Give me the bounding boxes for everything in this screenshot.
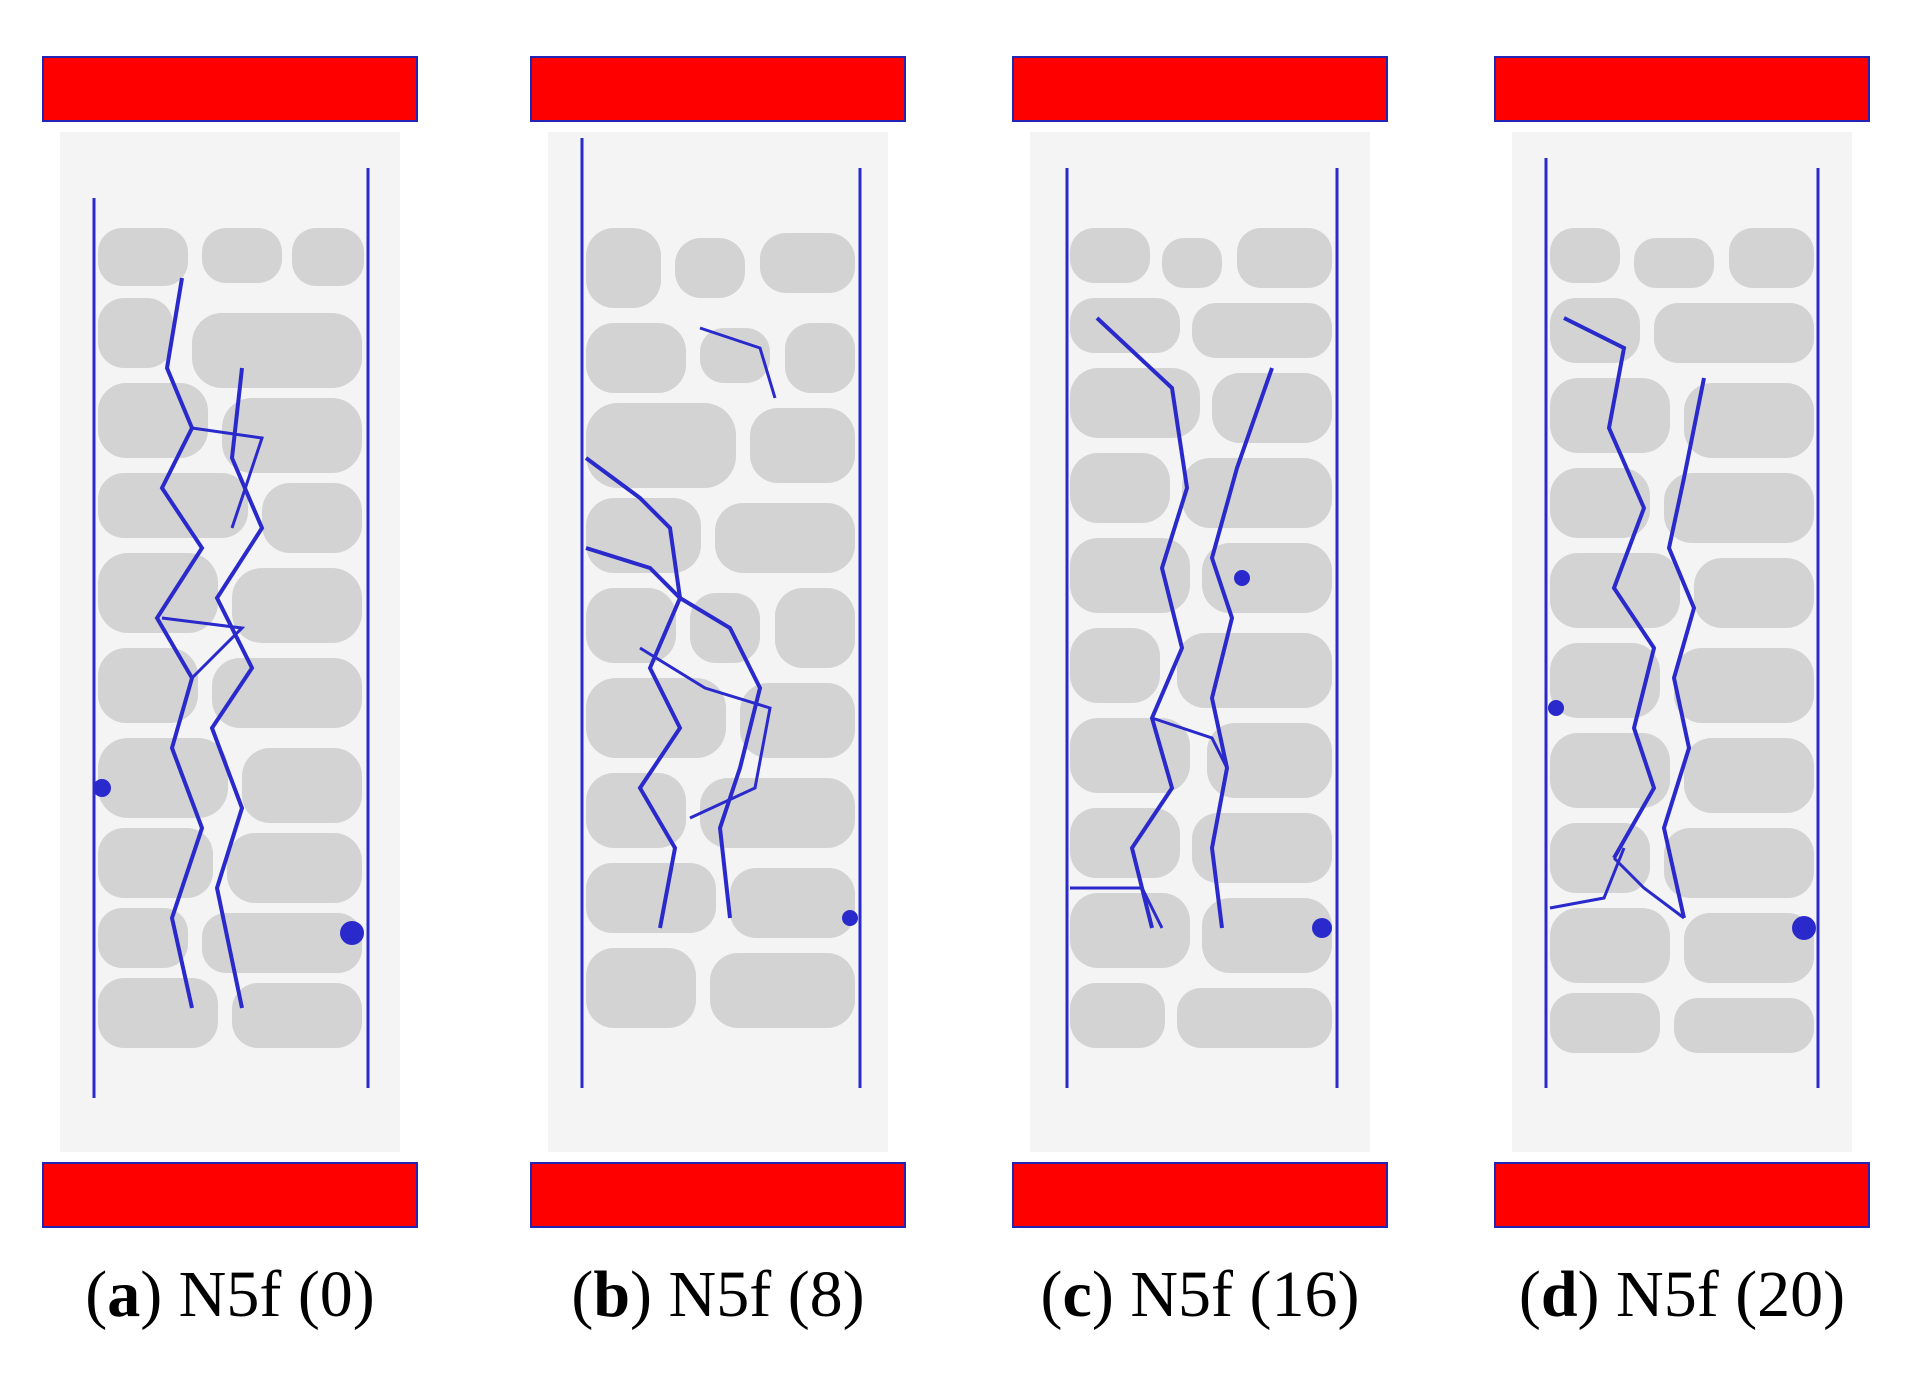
specimen-name: N5f	[1616, 1258, 1719, 1331]
specimen-value: (0)	[297, 1258, 375, 1331]
specimen-value: (20)	[1735, 1258, 1846, 1331]
specimen-name: N5f	[668, 1258, 772, 1331]
panel-caption: (a) N5f (0)	[85, 1258, 375, 1331]
bottom-loading-platen	[1012, 1162, 1388, 1228]
specimen-value: (16)	[1249, 1258, 1360, 1331]
top-loading-platen	[530, 56, 906, 122]
specimen-name: N5f	[178, 1258, 282, 1331]
panel-caption: (c) N5f (16)	[1040, 1258, 1360, 1331]
specimen-crack-pattern	[1512, 132, 1852, 1152]
panel-b: (b) N5f (8)	[530, 0, 950, 1380]
panel-a: (a) N5f (0)	[42, 0, 462, 1380]
panel-c: (c) N5f (16)	[1012, 0, 1432, 1380]
bottom-loading-platen	[530, 1162, 906, 1228]
panel-letter: d	[1540, 1258, 1578, 1331]
top-loading-platen	[42, 56, 418, 122]
panel-d: (d) N5f (20)	[1494, 0, 1906, 1380]
specimen-crack-pattern	[1030, 132, 1370, 1152]
top-loading-platen	[1494, 56, 1870, 122]
specimen-crack-pattern	[60, 132, 400, 1152]
bottom-loading-platen	[42, 1162, 418, 1228]
bottom-loading-platen	[1494, 1162, 1870, 1228]
panel-letter: b	[593, 1258, 631, 1331]
specimen-crack-pattern	[548, 132, 888, 1152]
specimen-value: (8)	[787, 1258, 865, 1331]
specimen-name: N5f	[1130, 1258, 1233, 1331]
top-loading-platen	[1012, 56, 1388, 122]
panel-caption: (d) N5f (20)	[1518, 1258, 1846, 1331]
panel-letter: c	[1062, 1258, 1092, 1331]
panel-caption: (b) N5f (8)	[571, 1258, 865, 1331]
panel-letter: a	[107, 1258, 141, 1331]
